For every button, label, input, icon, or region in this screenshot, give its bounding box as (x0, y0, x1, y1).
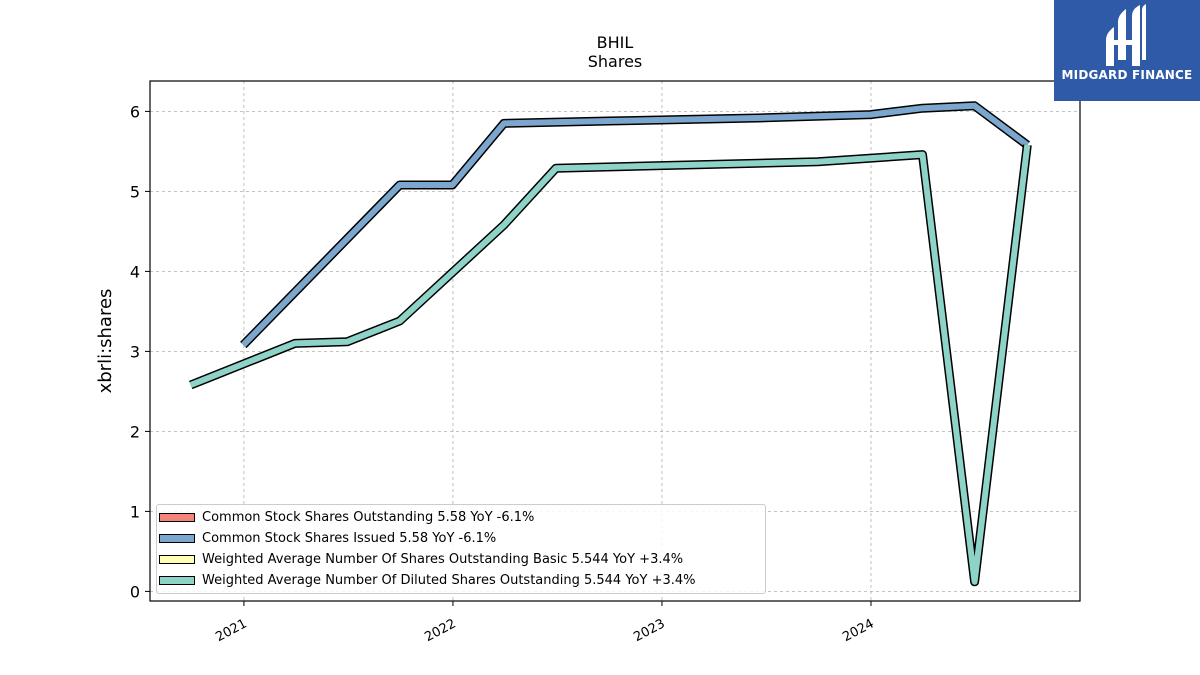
legend-item-common-stock-outstanding: Common Stock Shares Outstanding 5.58 YoY… (159, 507, 534, 527)
data-point (974, 105, 976, 107)
legend-label: Weighted Average Number Of Diluted Share… (202, 572, 696, 588)
legend-swatch (159, 554, 195, 564)
x-tick-label: 2024 (840, 616, 876, 645)
legend-label: Common Stock Shares Issued 5.58 YoY -6.1… (202, 530, 497, 546)
logo-brand-text: MIDGARD FINANCE (1061, 68, 1193, 82)
legend-item-weighted-basic: Weighted Average Number Of Shares Outsta… (159, 549, 683, 569)
logo-mark-icon (1106, 4, 1146, 66)
legend-item-weighted-diluted: Weighted Average Number Of Diluted Share… (159, 570, 696, 590)
data-point (869, 114, 871, 116)
data-point (294, 342, 296, 344)
data-point (974, 581, 976, 583)
data-point (451, 184, 453, 186)
data-point (346, 341, 348, 343)
y-axis: 0 1 2 3 4 5 6 (130, 102, 150, 601)
y-tick-label: 5 (130, 182, 140, 201)
x-axis: 2021 2022 2023 2024 (213, 601, 877, 645)
legend-label: Common Stock Shares Outstanding 5.58 YoY… (202, 509, 535, 525)
y-tick-label: 0 (130, 582, 140, 601)
data-point (764, 117, 766, 119)
data-point (922, 107, 924, 109)
series-line-3 (189, 144, 1031, 585)
data-point (503, 122, 505, 124)
legend-item-common-stock-issued: Common Stock Shares Issued 5.58 YoY -6.1… (159, 528, 496, 548)
legend-swatch (159, 533, 195, 543)
brand-logo: MIDGARD FINANCE (1054, 0, 1200, 101)
data-point (922, 154, 924, 156)
x-tick-label: 2022 (422, 616, 458, 645)
data-point (503, 224, 505, 226)
x-tick-label: 2021 (213, 616, 249, 645)
data-point (608, 120, 610, 122)
series-line-1 (241, 102, 1030, 348)
y-tick-label: 2 (130, 422, 140, 441)
x-tick-label: 2023 (631, 616, 667, 645)
legend-swatch (159, 575, 195, 585)
chart-subtitle: Shares (588, 52, 643, 71)
y-tick-label: 3 (130, 342, 140, 361)
y-tick-label: 6 (130, 102, 140, 121)
y-axis-label: xbrli:shares (95, 289, 116, 394)
plot-frame (149, 80, 1081, 602)
data-point (190, 384, 192, 386)
legend-swatch (159, 512, 195, 522)
data-point (1026, 144, 1028, 146)
data-point (242, 344, 244, 346)
data-point (817, 161, 819, 163)
y-tick-label: 1 (130, 502, 140, 521)
legend-label: Weighted Average Number Of Shares Outsta… (202, 551, 684, 567)
legend: Common Stock Shares Outstanding 5.58 YoY… (156, 504, 766, 594)
chart-title: BHIL (597, 33, 634, 52)
series-lines (189, 101, 1032, 587)
y-tick-label: 4 (130, 262, 140, 281)
data-point (399, 320, 401, 322)
data-point (555, 167, 557, 169)
data-point (399, 184, 401, 186)
